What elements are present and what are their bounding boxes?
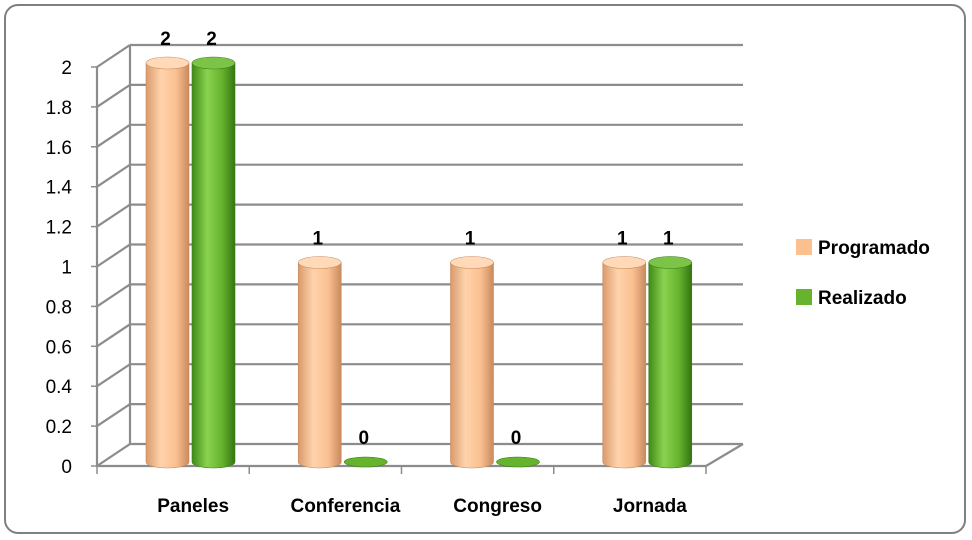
data-label: 1 xyxy=(663,229,674,250)
bar-top xyxy=(297,256,342,269)
category-label: Congreso xyxy=(453,496,542,517)
bar-realizado-jornada xyxy=(648,256,693,469)
y-tick-label: 2 xyxy=(61,58,72,79)
y-tick-label: 1.4 xyxy=(46,178,73,199)
bar-top xyxy=(602,256,647,269)
bar-realizado-paneles xyxy=(191,56,236,469)
y-tick-label: 1 xyxy=(61,258,72,279)
y-tick-label: 0 xyxy=(61,457,72,478)
y-tick-label: 1.8 xyxy=(46,98,72,119)
gridline-side xyxy=(96,403,131,428)
data-label: 1 xyxy=(465,229,476,250)
gridline-side xyxy=(96,363,131,388)
bar-top xyxy=(450,256,494,269)
y-tick-label: 1.2 xyxy=(46,218,72,239)
bar-body xyxy=(648,262,693,469)
y-tick-label: 1.6 xyxy=(46,138,72,159)
bar-realizado-congreso xyxy=(496,456,540,468)
data-label: 0 xyxy=(358,428,369,449)
gridline-side xyxy=(96,323,131,348)
gridline-side xyxy=(96,443,131,467)
bar-programado-paneles xyxy=(145,56,190,469)
bar-body xyxy=(145,62,190,469)
bar-body xyxy=(191,62,236,469)
gridline-side xyxy=(96,44,131,68)
bar-programado-congreso xyxy=(450,256,494,469)
bar-top xyxy=(191,56,236,70)
gridline-side xyxy=(96,83,131,108)
y-tick-label: 0.6 xyxy=(46,337,72,358)
bar-zero-disc xyxy=(496,456,540,468)
category-label: Paneles xyxy=(157,496,229,517)
labels-layer: 2 2 1 0 1 0 1 1 xyxy=(160,29,674,449)
bar-body xyxy=(602,262,647,469)
legend-swatch-programado xyxy=(796,239,812,255)
category-label: Jornada xyxy=(613,496,687,517)
floor-edge xyxy=(705,443,744,467)
gridline-side xyxy=(96,283,131,308)
bars-layer xyxy=(145,56,693,469)
legend-label-realizado: Realizado xyxy=(818,288,907,309)
bar-programado-jornada xyxy=(602,256,647,469)
category-label: Conferencia xyxy=(290,496,400,517)
bar-top xyxy=(648,256,693,269)
legend: Programado Realizado xyxy=(796,238,930,309)
data-label: 1 xyxy=(312,229,323,250)
bar-programado-conferencia xyxy=(297,256,342,469)
gridline-side xyxy=(96,203,131,228)
bar-zero-disc xyxy=(343,456,388,468)
legend-label-programado: Programado xyxy=(818,238,930,259)
data-label: 0 xyxy=(511,428,522,449)
gridline-side xyxy=(96,243,131,268)
bar-body xyxy=(297,262,342,469)
data-label: 2 xyxy=(206,29,217,50)
legend-swatch-realizado xyxy=(796,289,812,305)
gridline-side xyxy=(96,163,131,188)
gridline-side xyxy=(96,123,131,148)
y-tick-label: 0.4 xyxy=(46,377,73,398)
axis-layer: 0 0.2 0.4 0.6 0.8 1 1.2 1.4 1.6 1.8 2 Paneles Confer… xyxy=(46,58,744,517)
y-tick-label: 0.2 xyxy=(46,417,72,438)
bar-body xyxy=(450,262,494,469)
bar-top xyxy=(145,56,190,70)
bar-realizado-conferencia xyxy=(343,456,388,468)
data-label: 1 xyxy=(617,229,628,250)
y-tick-label: 0.8 xyxy=(46,297,72,318)
data-label: 2 xyxy=(160,29,171,50)
